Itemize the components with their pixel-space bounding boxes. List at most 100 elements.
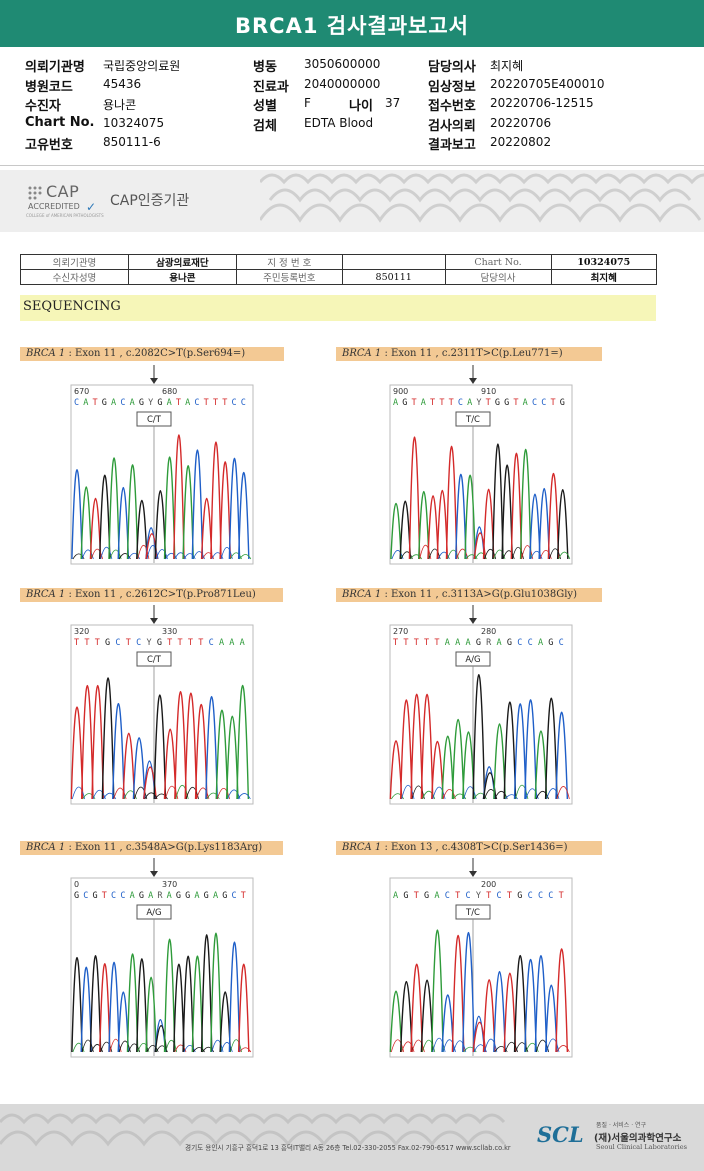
scl-logo: SCL [537,1122,584,1147]
svg-text:A: A [434,891,439,901]
svg-text:C: C [548,891,553,901]
info-label: 임상정보 [428,80,476,95]
svg-text:G: G [204,891,209,901]
svg-text:T: T [176,398,181,408]
svg-text:A: A [465,638,470,648]
svg-text:G: G [222,891,227,901]
svg-text:C: C [136,638,141,648]
position-number: 680 [162,387,177,396]
svg-text:T: T [93,398,98,408]
svg-text:C: C [532,398,537,408]
svg-text:T: T [74,638,79,648]
info-label: 병동 [253,60,277,75]
cap-dots-icon [28,186,42,200]
svg-text:A: A [467,398,472,408]
patient-info-block: 의뢰기관명 국립중앙의료원 병원코드 45436 수진자 용나콘 Chart N… [0,47,704,165]
info-value: 10324075 [103,116,165,130]
svg-text:G: G [93,891,98,901]
info-value: 20220706-12515 [490,96,594,110]
svg-text:A: A [167,398,172,408]
chromatogram-traces [389,929,570,1053]
svg-text:C: C [231,891,236,901]
arrow-down-icon [150,378,158,384]
svg-text:C: C [194,398,199,408]
svg-text:G: G [507,638,512,648]
check-icon: ✓ [86,200,97,214]
svg-text:A: A [229,638,234,648]
position-number: 670 [74,387,89,396]
info-value: 용나콘 [103,98,137,112]
svg-text:R: R [486,638,492,648]
info-value: 최지혜 [490,59,524,73]
variant-desc: : Exon 11 , c.3113A>G(p.Glu1038Gly) [384,589,577,600]
svg-text:C: C [83,891,88,901]
cap-accredited-text: ACCREDITED [28,202,80,211]
position-number: 900 [393,387,408,396]
svg-text:A: A [130,891,135,901]
arrow-down-icon [469,378,477,384]
svg-text:T: T [430,398,435,408]
info-value: 20220705E400010 [490,77,605,91]
svg-text:A: A [167,891,172,901]
footer-tagline: 품질 · 서비스 · 연구 [596,1122,647,1129]
svg-text:T: T [455,891,460,901]
chromatogram-traces [71,434,252,560]
position-number: 320 [74,627,89,636]
svg-text:T: T [198,638,203,648]
gene-name: BRCA 1 [342,348,382,359]
variant-label: BRCA 1 : Exon 13 , c.4308T>C(p.Ser1436=) [336,841,602,855]
info-value: 37 [385,96,401,110]
svg-text:Y: Y [148,398,153,408]
variant-desc: : Exon 11 , c.2311T>C(p.Leu771=) [384,348,563,359]
info-label: 검체 [253,119,277,134]
report-header: BRCA1 검사결과보고서 [0,0,704,47]
arrow-down-icon [469,618,477,624]
cap-cert-label: CAP인증기관 [110,193,190,209]
svg-text:T: T [449,398,454,408]
svg-text:T: T [434,638,439,648]
variant-desc: : Exon 11 , c.2082C>T(p.Ser694=) [68,348,246,359]
svg-text:C: C [111,891,116,901]
svg-text:T: T [507,891,512,901]
genotype-call: A/G [146,908,161,918]
gene-name: BRCA 1 [26,842,66,853]
svg-text:A: A [185,398,190,408]
table-cell: 지 정 번 호 [235,254,343,270]
svg-text:G: G [402,398,407,408]
svg-text:A: A [111,398,116,408]
table-cell: 최지혜 [550,269,658,285]
svg-text:C: C [115,638,120,648]
table-cell: 용나콘 [127,269,237,285]
svg-text:C: C [209,638,214,648]
svg-text:C: C [517,638,522,648]
svg-text:C: C [120,891,125,901]
svg-text:G: G [504,398,509,408]
info-label: 고유번호 [25,138,73,153]
svg-text:G: G [157,638,162,648]
svg-text:A: A [455,638,460,648]
info-value: 3050600000 [304,57,381,71]
gene-name: BRCA 1 [26,589,66,600]
cap-small-text: COLLEGE of AMERICAN PATHOLOGISTS [26,213,104,218]
svg-text:T: T [486,891,491,901]
svg-text:T: T [412,398,417,408]
table-cell [341,254,446,270]
table-cell: 850111 [341,269,446,285]
table-cell: 담당의사 [444,269,552,285]
svg-text:A: A [393,398,398,408]
position-number: 330 [162,627,177,636]
svg-text:A: A [538,638,543,648]
info-label: 담당의사 [428,60,476,75]
footer-org-name-en: Seoul Clinical Laboratories [596,1143,688,1151]
chromatogram-traces [390,436,571,560]
svg-text:G: G [74,891,79,901]
svg-text:C: C [241,398,246,408]
svg-text:T: T [167,638,172,648]
variant-label: BRCA 1 : Exon 11 , c.3548A>G(p.Lys1183Ar… [20,841,283,855]
svg-text:A: A [148,891,153,901]
variant-label: BRCA 1 : Exon 11 , c.2082C>T(p.Ser694=) [20,347,284,361]
svg-text:A: A [445,638,450,648]
cap-logo: CAP ACCREDITED ✓ COLLEGE of AMERICAN PAT… [26,182,118,222]
